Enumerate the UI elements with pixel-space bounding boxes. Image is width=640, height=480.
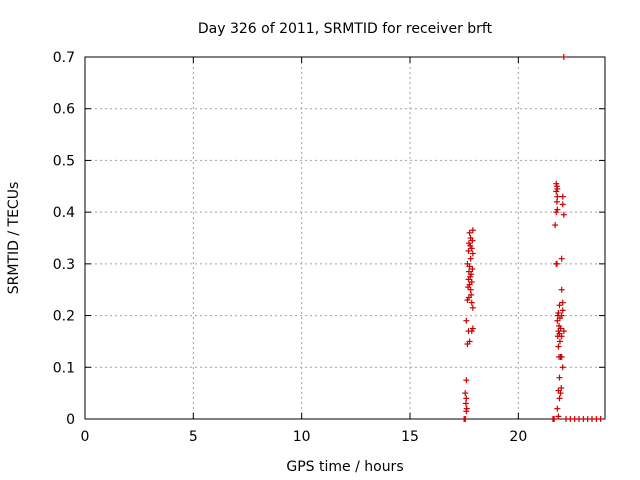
data-point: [558, 255, 565, 262]
y-tick-label: 0: [66, 412, 75, 428]
data-point: [558, 353, 565, 360]
data-point: [552, 222, 559, 229]
grid-lines: [85, 57, 605, 419]
data-point: [463, 395, 470, 402]
data-point: [469, 250, 476, 257]
data-point: [553, 198, 560, 205]
data-point: [558, 384, 565, 391]
data-point: [558, 286, 565, 293]
data-point: [553, 180, 560, 187]
data-point: [556, 395, 563, 402]
data-point: [559, 364, 566, 371]
y-tick-label: 0.5: [53, 153, 75, 169]
y-axis: 0 0.1 0.2 0.3 0.4 0.5 0.6 0.7: [53, 50, 605, 428]
data-point: [551, 416, 558, 422]
data-point: [468, 278, 475, 285]
data-point: [556, 302, 563, 309]
data-point: [556, 338, 563, 345]
data-point: [466, 338, 473, 345]
data-point: [554, 206, 561, 213]
y-tick-label: 0.6: [53, 102, 75, 118]
data-point: [559, 201, 566, 208]
data-point: [465, 247, 472, 254]
data-point: [555, 309, 562, 316]
data-point: [463, 317, 470, 324]
data-point: [468, 299, 475, 306]
x-tick-label: 20: [509, 429, 527, 445]
data-point: [462, 390, 469, 397]
y-tick-label: 0.7: [53, 50, 75, 66]
chart-title: Day 326 of 2011, SRMTID for receiver brf…: [198, 21, 493, 37]
data-point: [560, 211, 567, 218]
x-tick-label: 5: [189, 429, 198, 445]
y-tick-label: 0.2: [53, 309, 75, 325]
y-tick-label: 0.3: [53, 257, 75, 273]
y-axis-label: SRMTID / TECUs: [6, 182, 22, 295]
data-point: [555, 413, 562, 420]
data-point: [559, 307, 566, 314]
data-point: [462, 416, 469, 422]
data-point: [553, 260, 560, 267]
data-point: [467, 255, 474, 262]
data-point: [597, 416, 604, 422]
data-point: [466, 229, 473, 236]
data-point: [559, 193, 566, 200]
plot-frame: [84, 56, 606, 420]
data-point: [463, 377, 470, 384]
data-points: [461, 54, 604, 422]
x-tick-label: 0: [81, 429, 90, 445]
x-axis-label: GPS time / hours: [286, 459, 403, 475]
data-point: [559, 299, 566, 306]
data-point: [463, 405, 470, 412]
data-point: [555, 343, 562, 350]
data-point: [554, 193, 561, 200]
data-point: [469, 304, 476, 311]
data-point: [556, 374, 563, 381]
data-point: [558, 312, 565, 319]
x-tick-label: 15: [401, 429, 419, 445]
data-point: [468, 291, 475, 298]
data-point: [462, 400, 469, 407]
data-point: [465, 240, 472, 247]
data-point: [467, 235, 474, 241]
data-point: [560, 328, 567, 335]
data-point: [560, 54, 567, 60]
data-point: [465, 268, 472, 275]
x-tick-label: 10: [293, 429, 311, 445]
data-point: [554, 405, 561, 412]
x-axis: 0 5 10 15 20: [81, 57, 527, 445]
y-tick-label: 0.1: [53, 360, 75, 376]
data-point: [469, 325, 476, 332]
data-point: [464, 260, 471, 267]
data-point: [469, 227, 476, 234]
data-point: [556, 322, 563, 329]
y-tick-label: 0.4: [53, 205, 75, 221]
